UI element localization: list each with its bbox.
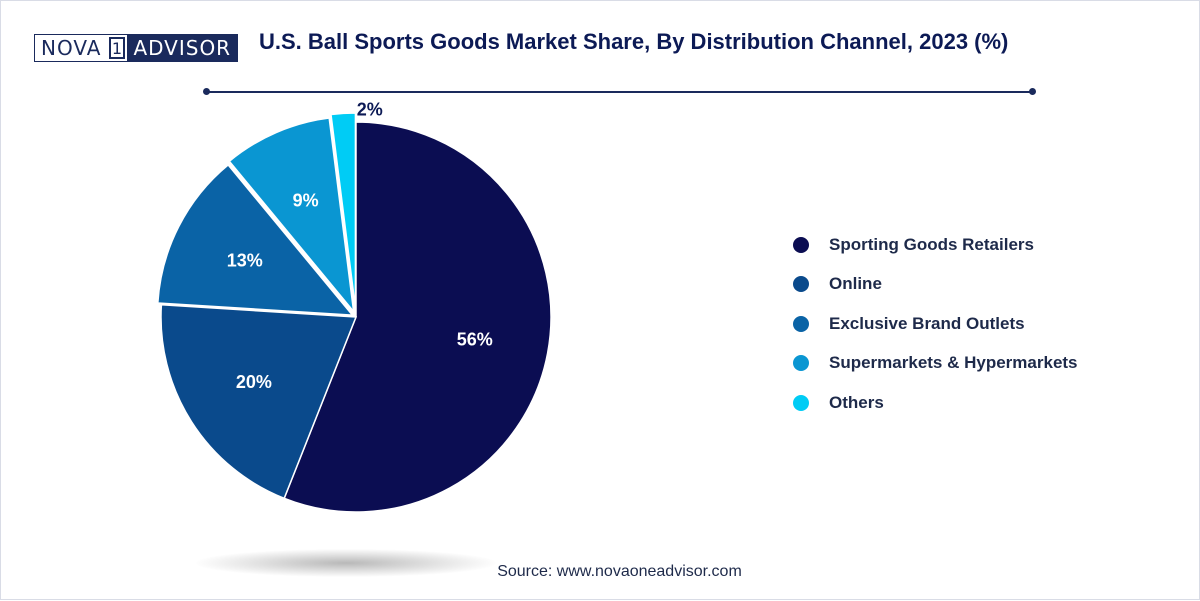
data-label-exclusive-brand-outlets: 13% — [227, 250, 263, 270]
legend-swatch-exclusive-brand-outlets — [793, 315, 809, 332]
legend-item-exclusive-brand-outlets: Exclusive Brand Outlets — [793, 304, 1078, 344]
legend-swatch-sporting-goods-retailers — [793, 236, 809, 253]
pie-slice-online — [160, 303, 358, 500]
logo-text-nova: NOVA — [35, 35, 108, 61]
legend-item-sporting-goods-retailers: Sporting Goods Retailers — [793, 225, 1078, 265]
legend-label-others: Others — [829, 392, 884, 412]
legend-label-online: Online — [829, 274, 882, 294]
chart-title: U.S. Ball Sports Goods Market Share, By … — [259, 29, 1009, 54]
data-label-supermarkets-hypermarkets: 9% — [293, 191, 319, 211]
pie-slice-exclusive-brand-outlets — [157, 163, 355, 317]
pie-slice-others — [330, 112, 357, 309]
title-divider — [206, 91, 1032, 93]
legend-label-supermarkets-hypermarkets: Supermarkets & Hypermarkets — [829, 353, 1078, 373]
divider-left-dot — [203, 88, 210, 95]
pie-slice-supermarkets-hypermarkets — [228, 117, 355, 314]
legend-swatch-others — [793, 394, 809, 411]
novaoneadvisor-logo: NOVA 1 ADVISOR — [34, 34, 239, 62]
data-label-online: 20% — [236, 372, 272, 392]
pie-shadow — [196, 549, 496, 577]
logo-text-one: 1 — [109, 37, 126, 59]
legend-swatch-supermarkets-hypermarkets — [793, 355, 809, 372]
legend-item-supermarkets-hypermarkets: Supermarkets & Hypermarkets — [793, 344, 1078, 384]
logo-text-advisor: ADVISOR — [127, 35, 238, 61]
legend-item-others: Others — [793, 383, 1078, 423]
legend-swatch-online — [793, 276, 809, 293]
legend-label-exclusive-brand-outlets: Exclusive Brand Outlets — [829, 313, 1025, 333]
source-note: Source: www.novaoneadvisor.com — [497, 563, 742, 580]
legend-label-sporting-goods-retailers: Sporting Goods Retailers — [829, 234, 1034, 254]
chart-legend: Sporting Goods Retailers Online Exclusive … — [793, 225, 1078, 423]
data-label-others: 2% — [357, 99, 383, 119]
pie-slice-sporting-goods-retailers — [283, 121, 552, 513]
data-label-sporting-goods-retailers: 56% — [457, 330, 493, 350]
legend-item-online: Online — [793, 265, 1078, 305]
divider-right-dot — [1029, 88, 1036, 95]
